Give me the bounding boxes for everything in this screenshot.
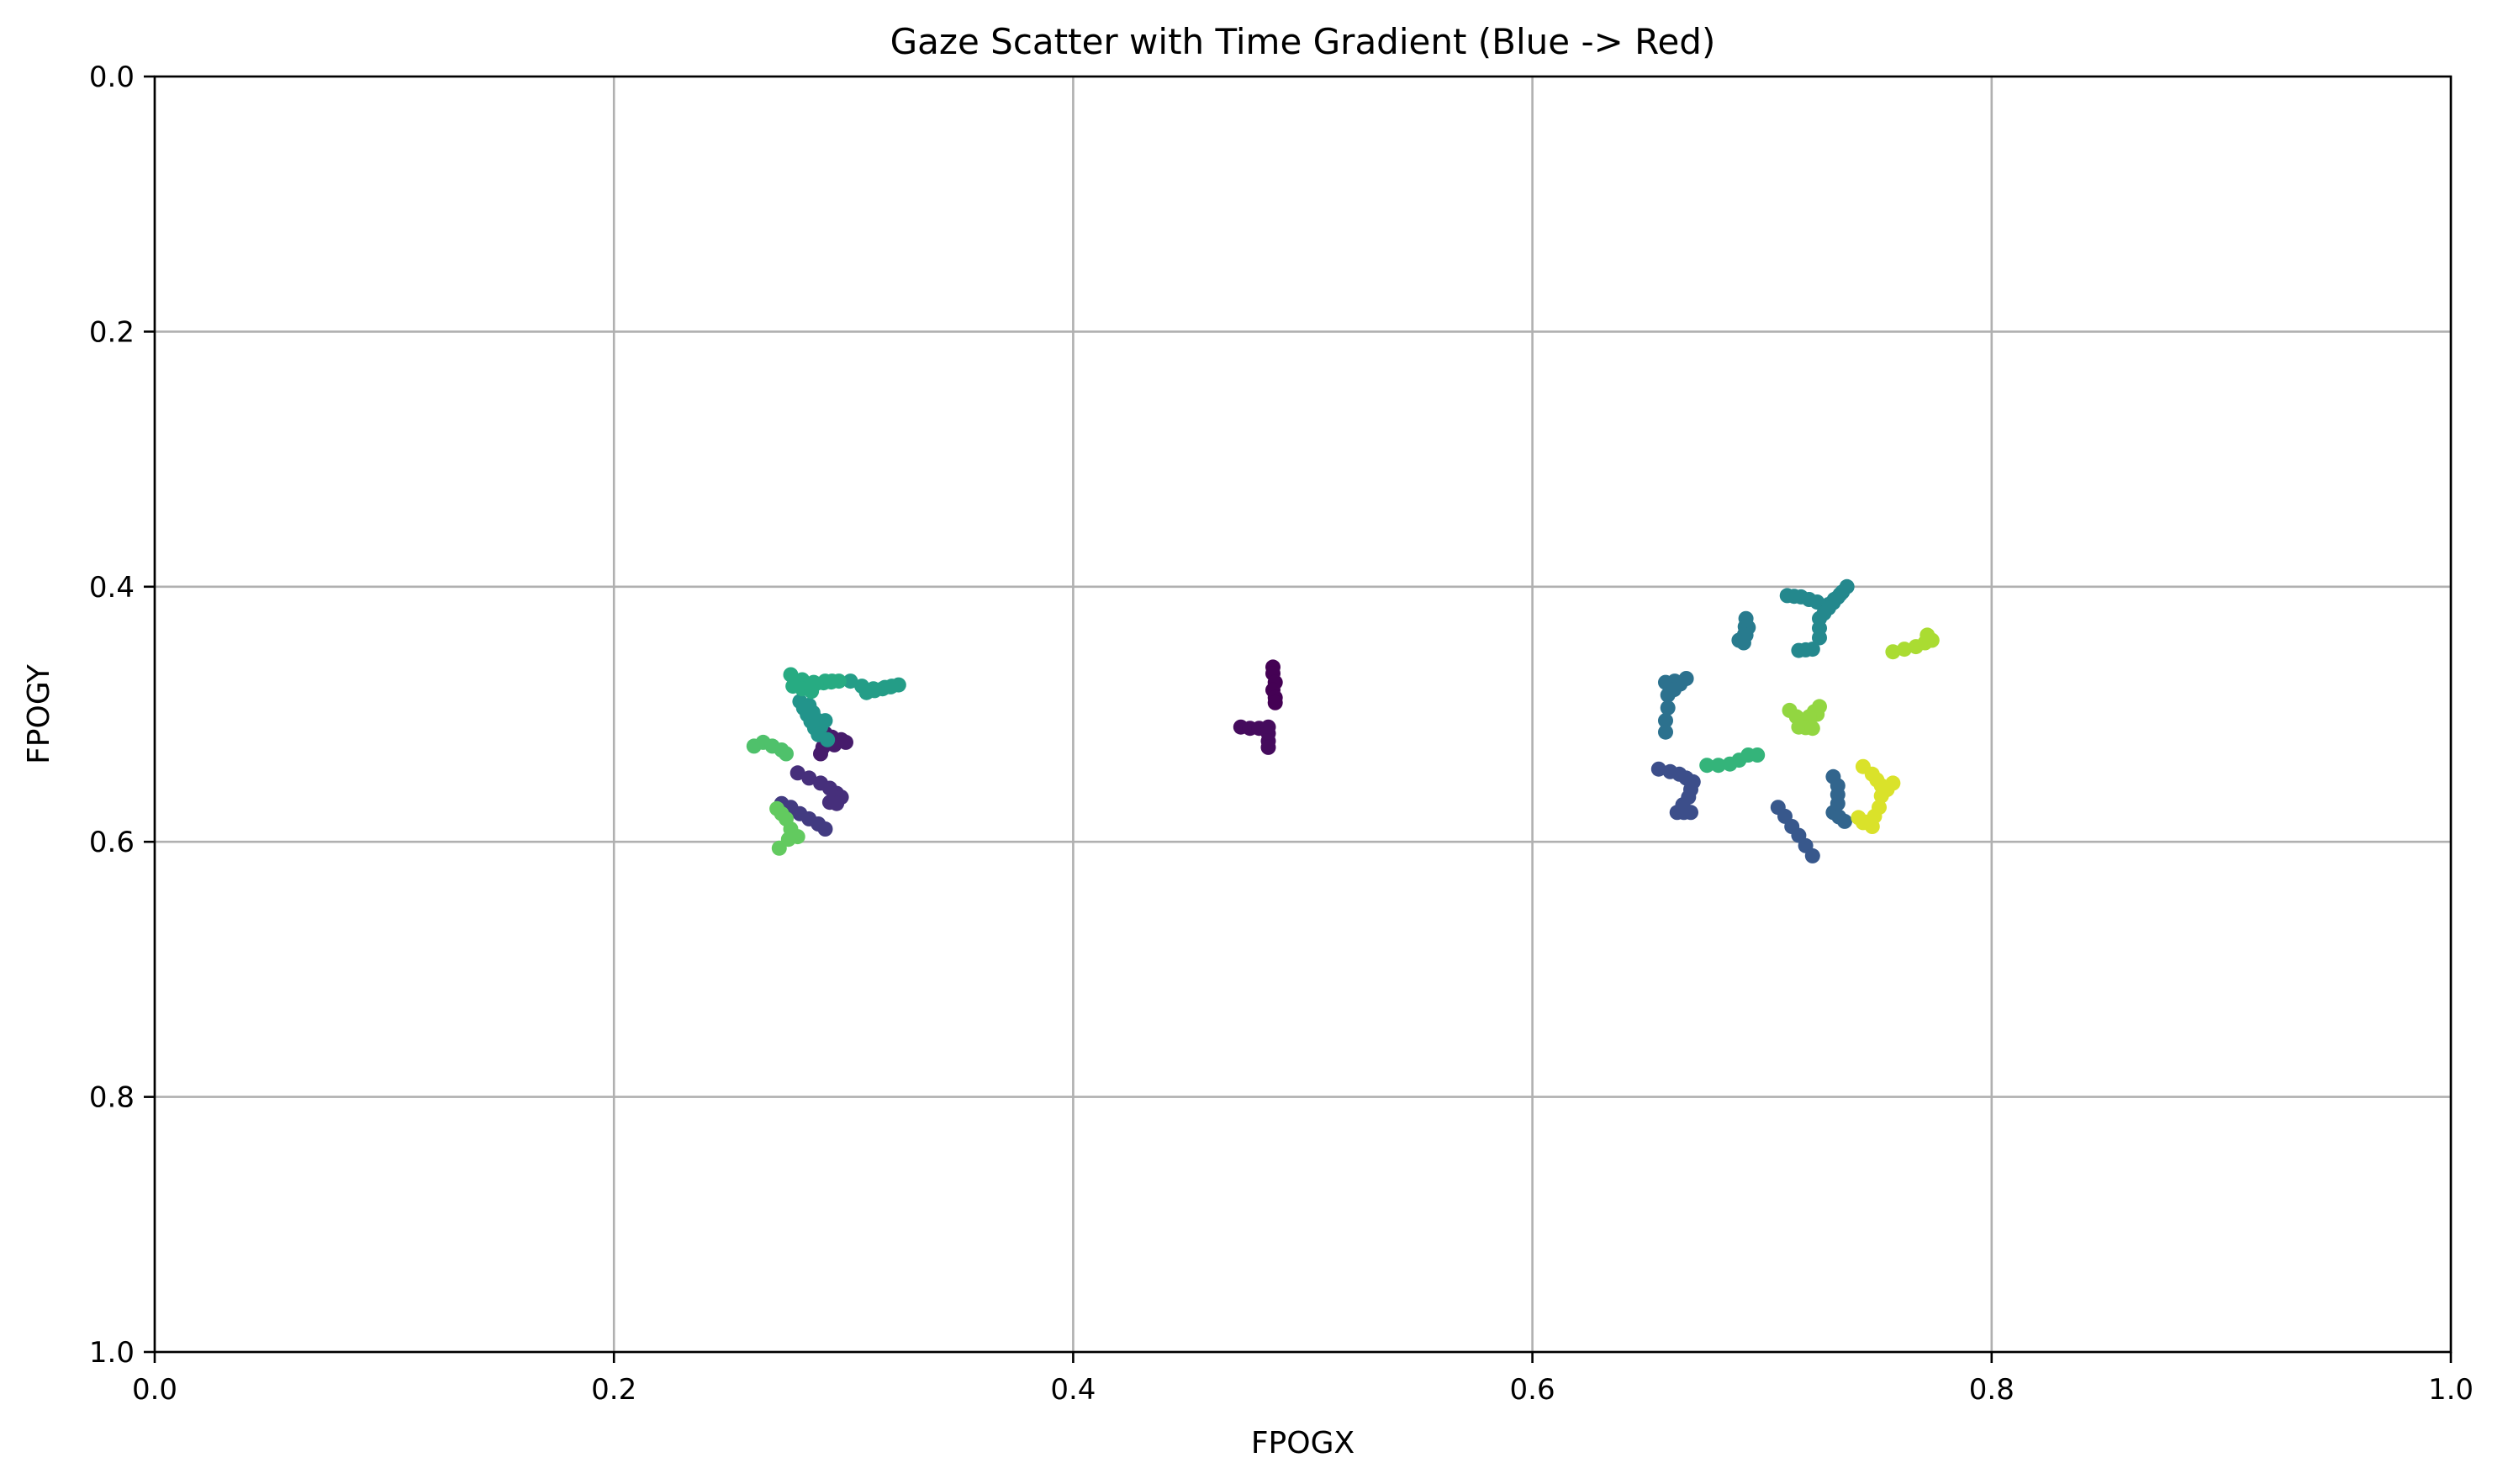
gaze-point bbox=[1660, 700, 1676, 716]
x-tick-label: 0.6 bbox=[1510, 1373, 1555, 1407]
gaze-point bbox=[1750, 747, 1766, 763]
y-tick-label: 0.8 bbox=[89, 1081, 135, 1115]
chart-title: Gaze Scatter with Time Gradient (Blue ->… bbox=[890, 21, 1716, 62]
y-tick-label: 0.0 bbox=[89, 61, 135, 94]
gaze-point bbox=[842, 673, 858, 689]
gaze-point bbox=[1804, 848, 1820, 863]
y-tick-label: 0.4 bbox=[89, 571, 135, 605]
y-axis-label: FPOGY bbox=[22, 663, 56, 764]
gaze-point bbox=[858, 684, 874, 700]
gaze-point bbox=[1885, 644, 1901, 660]
y-tick-label: 0.6 bbox=[89, 826, 135, 859]
gaze-point bbox=[1837, 813, 1852, 829]
gaze-point bbox=[1267, 694, 1283, 710]
gaze-point bbox=[804, 684, 820, 700]
gaze-point bbox=[820, 731, 836, 747]
x-tick-label: 0.2 bbox=[591, 1373, 636, 1407]
gaze-point bbox=[813, 746, 828, 762]
gaze-point bbox=[1699, 758, 1715, 774]
gaze-point bbox=[1710, 758, 1726, 774]
gaze-point bbox=[771, 840, 787, 856]
x-tick-label: 0.8 bbox=[1969, 1373, 2015, 1407]
gaze-point bbox=[779, 746, 794, 762]
gaze-point bbox=[1650, 761, 1666, 777]
x-axis-label: FPOGX bbox=[1251, 1426, 1354, 1460]
gaze-point bbox=[789, 765, 805, 781]
gaze-point bbox=[783, 667, 799, 683]
gaze-point bbox=[1804, 721, 1820, 737]
y-tick-label: 1.0 bbox=[89, 1336, 135, 1370]
x-tick-label: 0.4 bbox=[1050, 1373, 1096, 1407]
x-tick-label: 0.0 bbox=[132, 1373, 177, 1407]
gaze-point bbox=[1660, 687, 1676, 703]
gaze-point bbox=[801, 770, 817, 786]
gaze-point bbox=[1809, 594, 1825, 610]
gaze-point bbox=[1864, 819, 1880, 834]
gaze-point bbox=[1260, 739, 1276, 755]
data-points bbox=[746, 578, 1940, 863]
gaze-point bbox=[821, 795, 837, 811]
gaze-point bbox=[1791, 642, 1807, 658]
gaze-point bbox=[1683, 805, 1698, 821]
gaze-point bbox=[1897, 642, 1912, 658]
x-tick-label: 1.0 bbox=[2428, 1373, 2474, 1407]
axes-frame bbox=[153, 75, 2453, 1354]
gaze-point bbox=[1873, 788, 1889, 804]
gaze-point bbox=[1658, 724, 1673, 740]
gaze-point bbox=[1812, 630, 1827, 646]
gaze-point bbox=[838, 734, 853, 750]
gaze-point bbox=[817, 821, 833, 837]
gaze-point bbox=[1658, 713, 1673, 729]
gaze-point bbox=[1924, 632, 1940, 648]
y-tick-label: 0.2 bbox=[89, 315, 135, 349]
gaze-point bbox=[1735, 635, 1751, 651]
ticks: 0.0 0.2 0.4 0.6 0.8 1.00.00.20.40.60.81.0 bbox=[89, 61, 2474, 1407]
